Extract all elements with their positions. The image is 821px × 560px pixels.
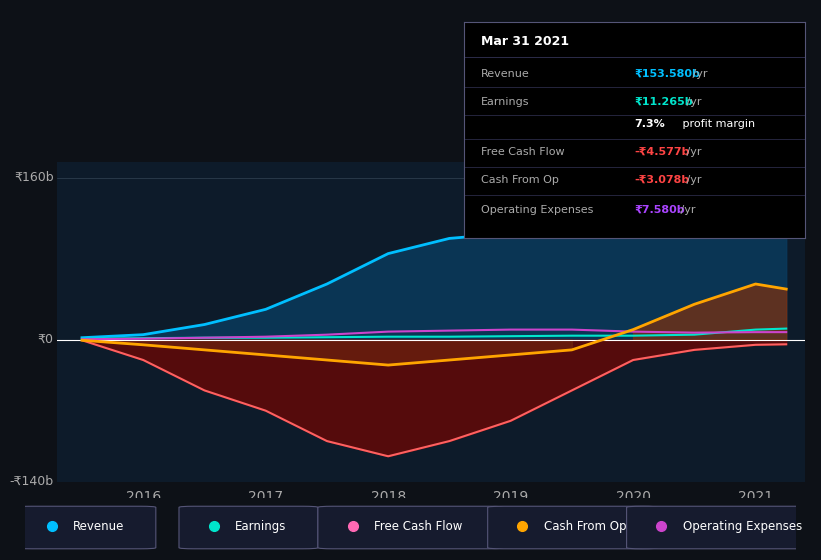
Text: Free Cash Flow: Free Cash Flow bbox=[374, 520, 462, 533]
Text: Revenue: Revenue bbox=[73, 520, 125, 533]
Text: Mar 31 2021: Mar 31 2021 bbox=[481, 35, 569, 48]
FancyBboxPatch shape bbox=[318, 506, 503, 549]
Text: /yr: /yr bbox=[677, 205, 695, 215]
Text: Earnings: Earnings bbox=[481, 97, 530, 107]
Text: /yr: /yr bbox=[683, 97, 702, 107]
FancyBboxPatch shape bbox=[488, 506, 658, 549]
Text: Cash From Op: Cash From Op bbox=[544, 520, 626, 533]
FancyBboxPatch shape bbox=[17, 506, 156, 549]
Text: ₹7.580b: ₹7.580b bbox=[635, 205, 685, 215]
Text: Free Cash Flow: Free Cash Flow bbox=[481, 147, 565, 157]
FancyBboxPatch shape bbox=[179, 506, 318, 549]
Text: /yr: /yr bbox=[690, 69, 708, 79]
Text: /yr: /yr bbox=[683, 147, 702, 157]
Text: /yr: /yr bbox=[683, 175, 702, 185]
Text: Earnings: Earnings bbox=[236, 520, 287, 533]
Text: profit margin: profit margin bbox=[678, 119, 754, 129]
Text: ₹0: ₹0 bbox=[38, 333, 53, 346]
Text: Operating Expenses: Operating Expenses bbox=[481, 205, 594, 215]
Text: ₹153.580b: ₹153.580b bbox=[635, 69, 700, 79]
Text: -₹4.577b: -₹4.577b bbox=[635, 147, 690, 157]
Text: 7.3%: 7.3% bbox=[635, 119, 665, 129]
Text: ₹160b: ₹160b bbox=[14, 171, 53, 184]
Text: -₹140b: -₹140b bbox=[10, 475, 53, 488]
Text: Cash From Op: Cash From Op bbox=[481, 175, 559, 185]
FancyBboxPatch shape bbox=[626, 506, 821, 549]
Text: Operating Expenses: Operating Expenses bbox=[683, 520, 802, 533]
Text: -₹3.078b: -₹3.078b bbox=[635, 175, 690, 185]
Text: ₹11.265b: ₹11.265b bbox=[635, 97, 693, 107]
Text: Revenue: Revenue bbox=[481, 69, 530, 79]
